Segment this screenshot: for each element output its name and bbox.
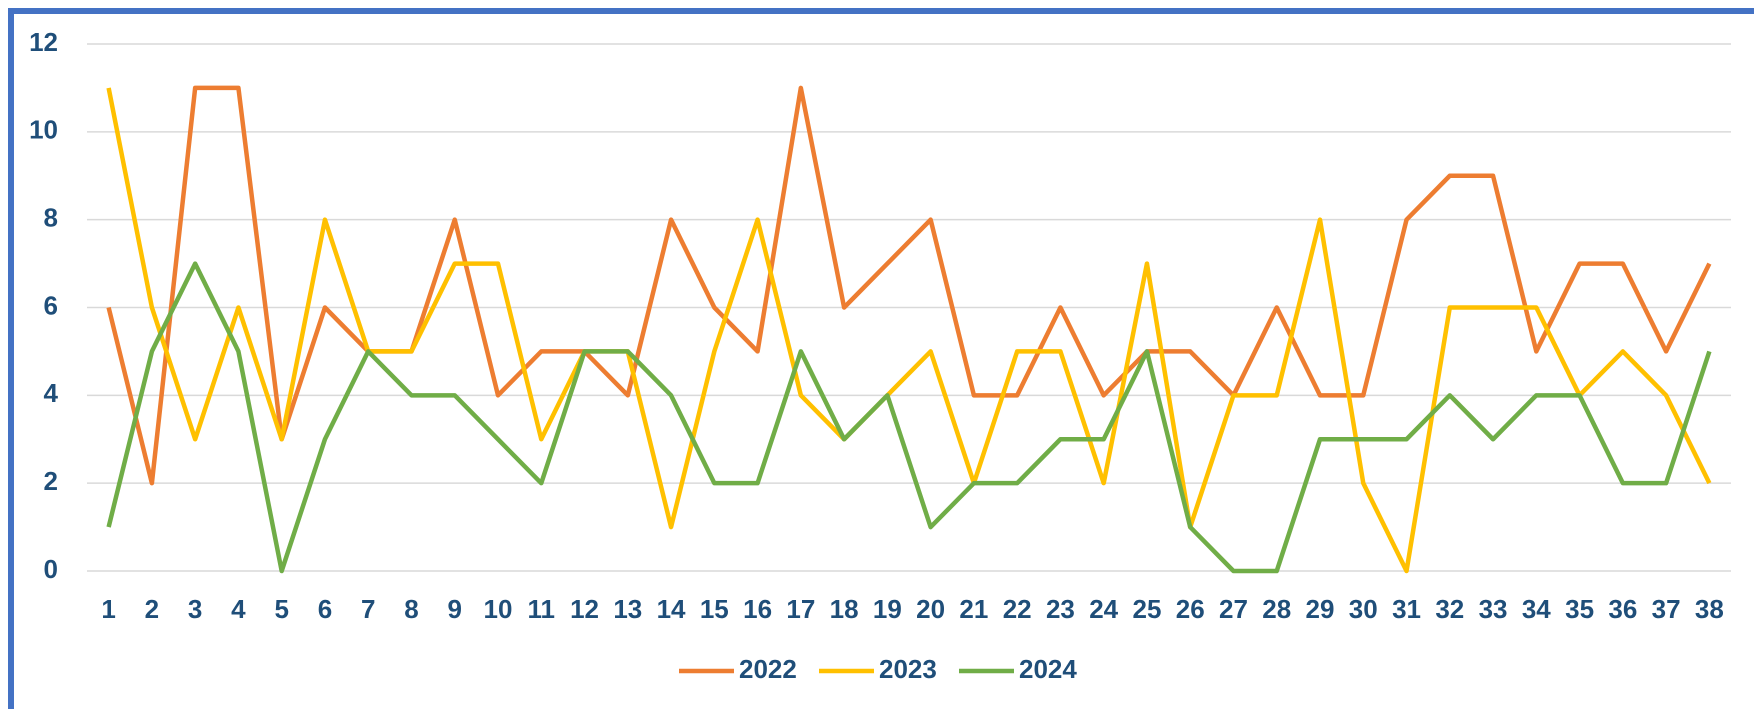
legend-label: 2022 xyxy=(739,654,797,684)
x-tick-label: 16 xyxy=(743,594,772,624)
x-tick-label: 30 xyxy=(1349,594,1378,624)
x-tick-label: 12 xyxy=(570,594,599,624)
x-tick-label: 37 xyxy=(1652,594,1681,624)
x-tick-label: 32 xyxy=(1435,594,1464,624)
y-tick-label: 2 xyxy=(44,466,58,496)
left-border xyxy=(8,8,14,709)
legend-label: 2023 xyxy=(879,654,937,684)
x-tick-label: 36 xyxy=(1608,594,1637,624)
x-tick-label: 6 xyxy=(318,594,332,624)
x-tick-label: 21 xyxy=(959,594,988,624)
x-tick-label: 28 xyxy=(1262,594,1291,624)
x-tick-label: 17 xyxy=(786,594,815,624)
series-line xyxy=(106,87,1712,574)
x-tick-label: 38 xyxy=(1695,594,1724,624)
x-tick-label: 1 xyxy=(101,594,115,624)
x-tick-label: 18 xyxy=(830,594,859,624)
x-tick-label: 5 xyxy=(274,594,288,624)
y-tick-label: 6 xyxy=(44,290,58,320)
y-tick-label: 10 xyxy=(29,115,58,145)
x-tick-label: 31 xyxy=(1392,594,1421,624)
x-tick-label: 8 xyxy=(404,594,418,624)
x-tick-label: 22 xyxy=(1003,594,1032,624)
x-tick-label: 14 xyxy=(657,594,686,624)
x-tick-label: 10 xyxy=(484,594,513,624)
y-tick-label: 12 xyxy=(29,27,58,57)
top-border xyxy=(8,8,1754,14)
x-tick-label: 13 xyxy=(613,594,642,624)
x-tick-label: 27 xyxy=(1219,594,1248,624)
x-tick-label: 2 xyxy=(145,594,159,624)
y-tick-label: 0 xyxy=(44,554,58,584)
x-tick-label: 11 xyxy=(528,594,556,624)
legend-label: 2024 xyxy=(1019,654,1077,684)
series-line xyxy=(106,261,1712,574)
x-tick-label: 4 xyxy=(231,594,246,624)
y-tick-label: 8 xyxy=(44,203,58,233)
x-tick-label: 34 xyxy=(1522,594,1551,624)
y-tick-label: 4 xyxy=(44,378,59,408)
x-tick-label: 7 xyxy=(361,594,375,624)
x-tick-label: 24 xyxy=(1089,594,1118,624)
x-tick-label: 9 xyxy=(448,594,462,624)
x-tick-label: 33 xyxy=(1479,594,1508,624)
x-tick-label: 19 xyxy=(873,594,902,624)
x-tick-label: 23 xyxy=(1046,594,1075,624)
x-tick-label: 35 xyxy=(1565,594,1594,624)
x-tick-label: 29 xyxy=(1306,594,1335,624)
x-tick-label: 20 xyxy=(916,594,945,624)
x-tick-label: 26 xyxy=(1176,594,1205,624)
x-tick-label: 3 xyxy=(188,594,202,624)
x-tick-label: 25 xyxy=(1132,594,1161,624)
x-tick-label: 15 xyxy=(700,594,729,624)
